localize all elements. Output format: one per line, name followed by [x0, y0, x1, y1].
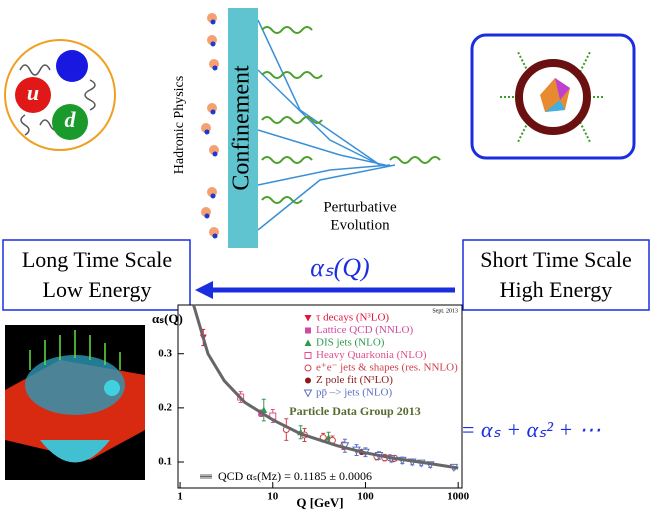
quark-label: d	[65, 107, 77, 132]
perturbative-label: Evolution	[330, 217, 390, 233]
x-tick-label: 10	[267, 491, 279, 503]
legend-marker	[304, 364, 312, 372]
formula: Ô = αₛ + αₛ² + ⋯	[439, 417, 601, 442]
simulation-image	[5, 325, 145, 480]
arrow: αₛ(Q)	[195, 253, 455, 299]
proton: u d	[4, 39, 116, 151]
box-text: Low Energy	[43, 277, 152, 302]
fit-curve	[192, 304, 459, 470]
legend-marker	[304, 352, 312, 359]
y-tick-label: 0.1	[158, 456, 172, 468]
y-tick-label: 0.3	[158, 347, 172, 359]
arrow-label: αₛ(Q)	[310, 253, 369, 282]
box-text: High Energy	[500, 277, 613, 302]
y-axis-label: αₛ(Q)	[152, 311, 183, 326]
legend-label: DIS jets (NLO)	[316, 337, 385, 349]
quark-label: u	[27, 80, 39, 105]
box-text: Short Time Scale	[480, 247, 632, 272]
legend-label: pp̄ –> jets (NLO)	[316, 387, 392, 399]
hadronic-label: Hadronic Physics	[172, 76, 187, 174]
high-energy-image	[470, 33, 636, 160]
legend-label: Z pole fit (N³LO)	[316, 374, 393, 386]
legend-label: τ decays (N³LO)	[316, 312, 389, 324]
x-tick-label: 1	[177, 491, 183, 503]
legend-label: Lattice QCD (NNLO)	[316, 324, 413, 336]
legend-marker	[304, 315, 312, 322]
legend-marker	[304, 339, 312, 346]
alpha-s-chart: 1 10 100 1000 0.1 0.2 0.3 Q [GeV] αₛ(Q) Sept. 201…	[152, 304, 470, 510]
y-tick-label: 0.2	[158, 401, 172, 413]
x-tick-label: 1000	[447, 491, 470, 503]
legend-marker	[305, 327, 311, 334]
annotation: Particle Data Group 2013	[289, 404, 420, 418]
confinement-label: Confinement	[229, 65, 255, 191]
legend-label: e⁺e⁻ jets & shapes (res. NNLO)	[316, 362, 458, 374]
legend-marker	[303, 389, 313, 398]
x-axis-label: Q [GeV]	[296, 495, 343, 510]
x-tick-label: 100	[357, 491, 374, 503]
perturbative-label: Perturbative	[323, 199, 397, 215]
left-box: Long Time Scale Low Energy	[2, 239, 191, 311]
evolution-diagram: Hadronic Physics Confinement Perturbativ…	[172, 8, 441, 248]
legend-label: Heavy Quarkonia (NLO)	[316, 349, 427, 361]
box-text: Long Time Scale	[22, 247, 172, 272]
right-box: Short Time Scale High Energy	[462, 239, 650, 311]
legend-label: QCD αₛ(Mz) = 0.1185 ± 0.0006	[218, 469, 372, 483]
date-note: Sept. 2013	[432, 308, 458, 314]
legend-marker	[305, 377, 311, 384]
